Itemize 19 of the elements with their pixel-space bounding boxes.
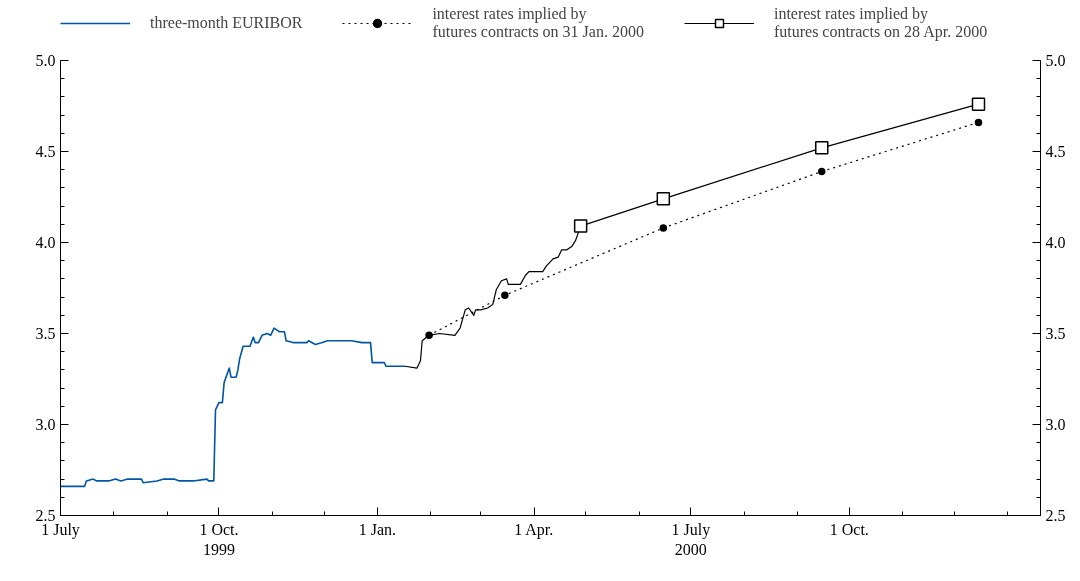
x-tick-label: 1 Oct. 1999 bbox=[199, 520, 239, 558]
y2-tick-label: 3.5 bbox=[1045, 325, 1066, 342]
x-tick-label: 1 Jan. bbox=[358, 520, 397, 538]
y2-tick-label: 5.0 bbox=[1045, 52, 1066, 69]
legend-label: three-month EURIBOR bbox=[150, 14, 303, 32]
y2-tick-label: 3.0 bbox=[1045, 416, 1066, 433]
y-tick-label: 5.0 bbox=[35, 52, 56, 69]
y2-tick-label: 4.5 bbox=[1045, 143, 1066, 160]
y2-tick-label: 2.5 bbox=[1045, 507, 1066, 524]
y-tick-label: 3.0 bbox=[35, 416, 56, 433]
x-tick-label: 1 Oct. bbox=[829, 520, 869, 538]
y-tick-label: 4.5 bbox=[35, 143, 56, 160]
legend-label: interest rates implied by futures contracts on 28 Apr. 2000 bbox=[773, 5, 988, 41]
legend-label: interest rates implied by futures contracts on 31 Jan. 2000 bbox=[432, 5, 644, 41]
x-tick-label: 1 Apr. bbox=[514, 520, 554, 539]
y-tick-label: 4.0 bbox=[35, 234, 56, 251]
y2-tick-label: 4.0 bbox=[1045, 234, 1066, 251]
y-tick-label: 3.5 bbox=[35, 325, 56, 342]
x-tick-label: 1 July 2000 bbox=[671, 520, 711, 558]
